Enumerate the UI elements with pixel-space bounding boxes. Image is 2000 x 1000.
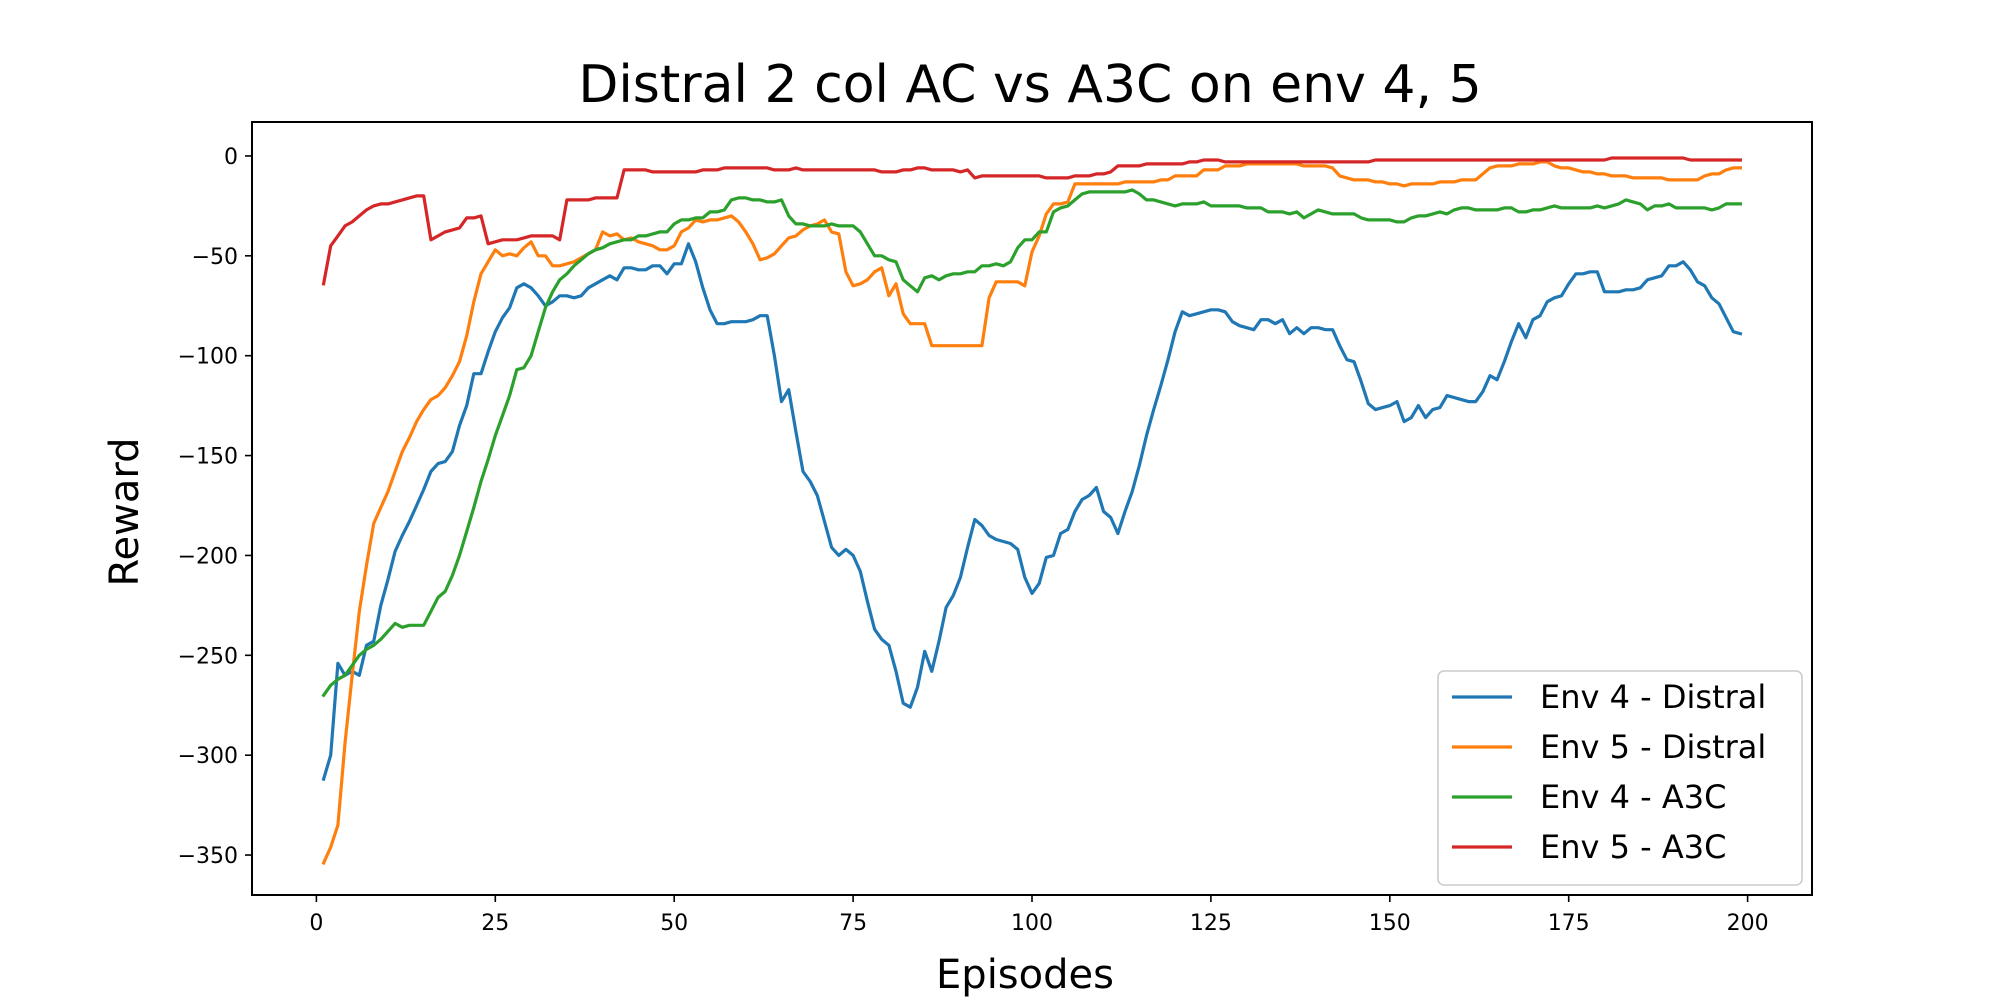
- y-tick-label: 0: [224, 145, 238, 170]
- series-lines: [321, 156, 1743, 866]
- axis-ticks: 0 25 50 75 100 125 150 175 200 0 −50 −100 −150 −200 −2…: [178, 145, 1769, 936]
- x-tick-label: 150: [1369, 911, 1411, 936]
- series-line-3: [321, 188, 1742, 698]
- legend-label: Env 5 - A3C: [1540, 828, 1726, 866]
- y-tick-label: −350: [178, 844, 238, 869]
- x-tick-label: 100: [1011, 911, 1053, 936]
- y-tick-label: −100: [178, 345, 238, 370]
- series-line-4: [321, 156, 1742, 286]
- plot-frame: [251, 121, 1813, 896]
- x-tick-label: 175: [1548, 911, 1590, 936]
- x-tick-label: 0: [309, 911, 323, 936]
- series-line-1: [321, 242, 1743, 782]
- legend-box: [1437, 670, 1803, 886]
- x-tick-label: 200: [1727, 911, 1769, 936]
- chart-title: Distral 2 col AC vs A3C on env 4, 5: [578, 55, 1481, 115]
- x-tick-label: 75: [839, 911, 867, 936]
- x-tick-label: 50: [660, 911, 688, 936]
- x-axis-label: Episodes: [936, 952, 1114, 998]
- series-line-2: [321, 160, 1742, 866]
- y-axis-label: Reward: [102, 438, 148, 587]
- y-tick-label: −50: [192, 245, 238, 270]
- legend: Env 4 - Distral Env 5 - Distral Env 4 - A3…: [1437, 670, 1803, 886]
- legend-label: Env 4 - A3C: [1540, 778, 1726, 816]
- y-tick-label: −250: [178, 644, 238, 669]
- y-tick-label: −150: [178, 445, 238, 470]
- legend-label: Env 5 - Distral: [1540, 728, 1766, 766]
- x-tick-label: 125: [1190, 911, 1232, 936]
- legend-label: Env 4 - Distral: [1540, 678, 1766, 716]
- x-tick-label: 25: [481, 911, 509, 936]
- y-tick-label: −200: [178, 544, 238, 569]
- y-tick-label: −300: [178, 744, 238, 769]
